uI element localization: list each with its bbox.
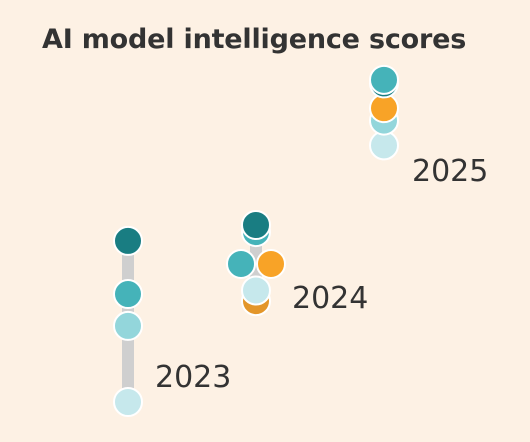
score-point-2024-3 (226, 248, 256, 279)
score-point-2024-6 (241, 210, 271, 240)
score-point-2024-4 (256, 248, 286, 279)
year-label-2025: 2025 (412, 154, 488, 189)
score-point-2023-4 (113, 225, 143, 256)
score-point-2023-2 (113, 310, 143, 341)
score-point-2023-3 (113, 279, 143, 310)
year-label-2023: 2023 (155, 360, 231, 395)
score-point-2025-5 (369, 64, 399, 95)
score-point-2023-1 (113, 387, 143, 417)
year-group-2023: 2023 (113, 225, 231, 417)
year-group-2024: 2024 (226, 210, 368, 317)
score-point-2024-2 (241, 275, 271, 306)
chart-title: AI model intelligence scores (42, 24, 467, 55)
year-group-2025: 2025 (369, 64, 488, 189)
year-label-2024: 2024 (292, 281, 368, 316)
